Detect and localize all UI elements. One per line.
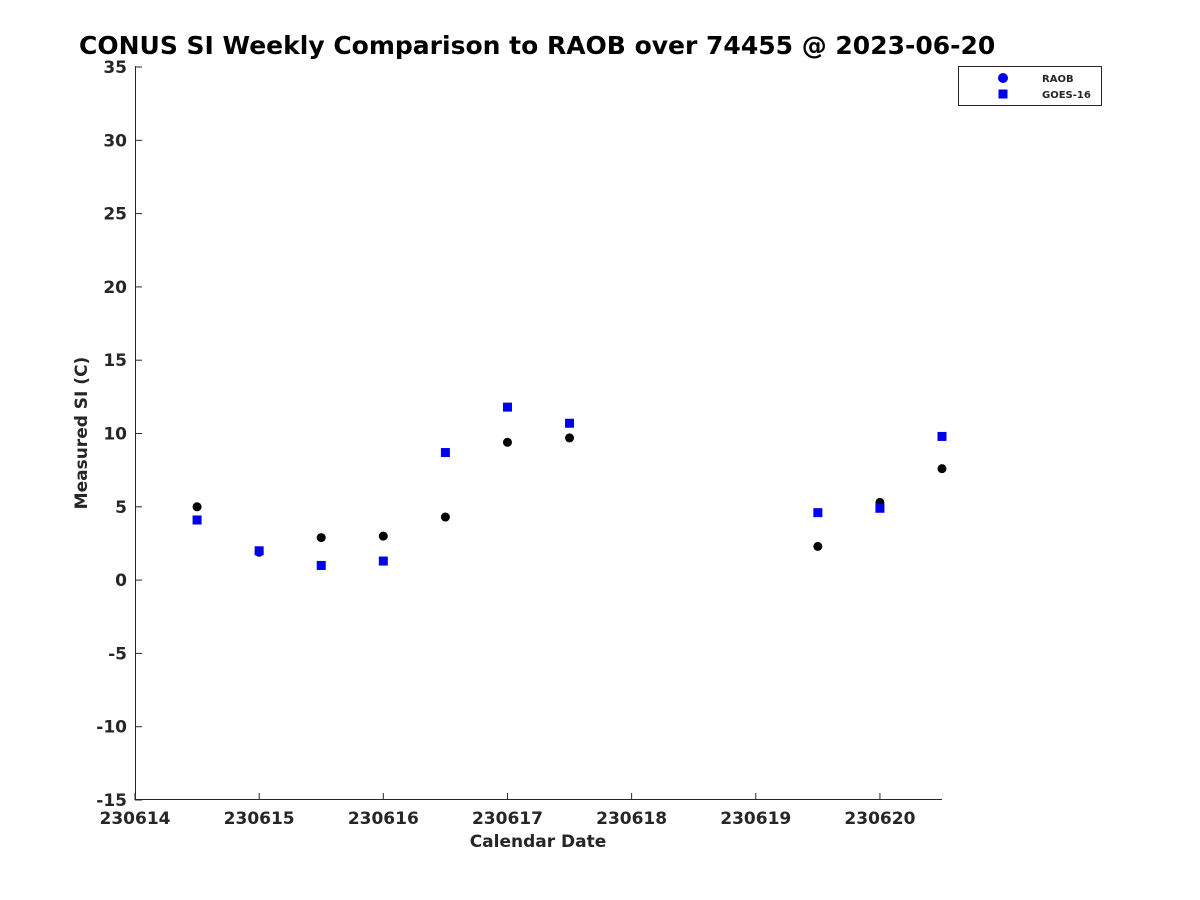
x-tick-label: 230617 [472,809,543,829]
y-tick-label: 30 [103,131,127,151]
legend-goes-16-label: GOES-16 [1042,90,1091,101]
y-tick-label: 10 [103,425,127,445]
goes-16-point [813,508,823,518]
axes [135,66,942,800]
y-tick-label: -10 [96,718,127,738]
goes-16-point [378,556,388,566]
goes-16-series [192,402,947,570]
legend-raob-marker [998,73,1008,83]
goes-16-point [875,503,885,513]
raob-point [378,531,388,541]
goes-16-point [316,560,326,570]
legend[interactable]: RAOB GOES-16 [958,66,1102,106]
legend-raob-label: RAOB [1042,74,1074,85]
raob-series [192,433,947,557]
legend-box [958,66,1102,106]
goes-16-point [565,418,575,428]
y-tick-label: 5 [115,498,127,518]
y-axis-label: Measured SI (C) [72,357,92,510]
chart-title: CONUS SI Weekly Comparison to RAOB over … [79,31,995,60]
raob-point [937,464,947,474]
goes-16-point [440,448,450,458]
x-tick-label: 230620 [844,809,915,829]
goes-16-point [937,431,947,441]
x-axis-label: Calendar Date [470,832,607,852]
x-tick-label: 230619 [720,809,791,829]
x-tick-label: 230616 [348,809,419,829]
x-tick-label: 230614 [100,809,171,829]
x-tick-label: 230618 [596,809,667,829]
y-tick-label: 25 [103,205,127,225]
x-tick-label: 230615 [224,809,295,829]
raob-point [813,541,823,551]
goes-16-point [254,546,264,556]
y-ticks: 35 30 25 20 15 10 5 0 -5 -10 -15 [96,58,142,811]
raob-point [440,512,450,522]
y-tick-label: 35 [103,58,127,78]
y-tick-label: 20 [103,278,127,298]
raob-point [316,533,326,543]
y-tick-label: -5 [108,644,127,664]
raob-point [192,502,202,512]
legend-goes-16-marker [998,89,1008,99]
y-tick-label: 0 [115,571,127,591]
goes-16-point [502,402,512,412]
raob-point [565,433,575,443]
goes-16-point [192,515,202,525]
y-tick-label: -15 [96,791,127,811]
x-ticks: 230614 230615 230616 230617 230618 230619 2306… [100,793,916,829]
y-tick-label: 15 [103,351,127,371]
raob-point [502,437,512,447]
